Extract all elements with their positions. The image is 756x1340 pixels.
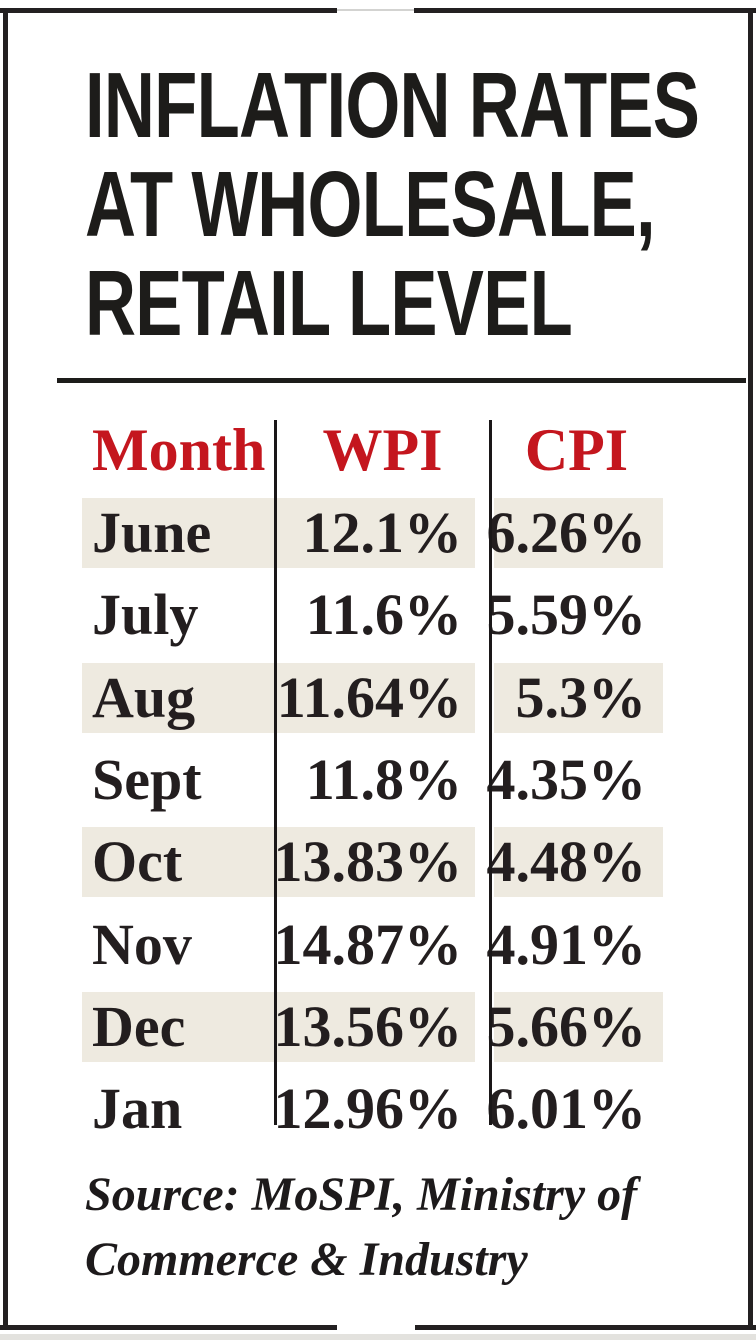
- column-header-cpi: CPI: [524, 417, 629, 483]
- table-row: Jan 12.96% 6.01%: [0, 1074, 756, 1144]
- cpi-cell: 5.59%: [486, 582, 647, 647]
- wpi-cell: 11.8%: [305, 747, 462, 812]
- title-line-1: INFLATION RATES: [85, 53, 700, 157]
- table-row: Oct 13.83% 4.48%: [0, 827, 756, 897]
- title-line-3: RETAIL LEVEL: [85, 251, 573, 355]
- cpi-cell: 4.48%: [486, 829, 647, 894]
- month-cell: June: [92, 500, 212, 565]
- table-row: Sept 11.8% 4.35%: [0, 745, 756, 815]
- column-header-month: Month: [92, 417, 266, 483]
- cpi-cell: 4.91%: [486, 912, 647, 977]
- row-stripe: [82, 992, 475, 1062]
- column-divider-wpi-cpi: [489, 420, 492, 1125]
- row-stripe: [494, 498, 663, 568]
- row-stripe: [82, 663, 475, 733]
- table-row: Dec 13.56% 5.66%: [0, 992, 756, 1062]
- month-cell: July: [92, 582, 199, 647]
- wpi-cell: 12.1%: [302, 500, 463, 565]
- wpi-cell: 14.87%: [273, 912, 463, 977]
- top-border-gap-line: [337, 9, 414, 11]
- month-cell: Dec: [92, 994, 186, 1059]
- table-row: Nov 14.87% 4.91%: [0, 910, 756, 980]
- title-divider-rule: [57, 378, 746, 383]
- wpi-cell: 12.96%: [273, 1076, 463, 1141]
- row-stripe: [494, 663, 663, 733]
- wpi-cell: 13.83%: [273, 829, 463, 894]
- bottom-border-gap: [337, 1325, 415, 1330]
- wpi-cell: 13.56%: [273, 994, 463, 1059]
- page-title: INFLATION RATES AT WHOLESALE, RETAIL LEV…: [85, 53, 700, 355]
- row-stripe: [494, 992, 663, 1062]
- cpi-cell: 6.01%: [486, 1076, 647, 1141]
- cpi-cell: 4.35%: [486, 747, 647, 812]
- table-row: June 12.1% 6.26%: [0, 498, 756, 568]
- wpi-cell: 11.64%: [276, 665, 462, 730]
- table-row: Aug 11.64% 5.3%: [0, 663, 756, 733]
- month-cell: Jan: [92, 1076, 183, 1141]
- row-stripe: [494, 827, 663, 897]
- source-line-2: Commerce & Industry: [85, 1233, 528, 1286]
- cpi-cell: 5.3%: [515, 665, 647, 730]
- right-border: [748, 8, 753, 1330]
- source-note: Source: MoSPI, Ministry of Commerce & In…: [85, 1162, 637, 1292]
- month-cell: Oct: [92, 829, 183, 894]
- cpi-cell: 6.26%: [486, 500, 647, 565]
- left-border: [3, 8, 8, 1330]
- row-stripe: [82, 498, 475, 568]
- table-row: July 11.6% 5.59%: [0, 580, 756, 650]
- table-header-row: Month WPI CPI: [0, 414, 756, 486]
- month-cell: Aug: [92, 665, 196, 730]
- source-line-1: Source: MoSPI, Ministry of: [85, 1168, 638, 1221]
- bottom-gray-strip: [0, 1334, 756, 1340]
- month-cell: Sept: [92, 747, 202, 812]
- wpi-cell: 11.6%: [305, 582, 462, 647]
- column-divider-month-wpi: [274, 420, 277, 1125]
- title-line-2: AT WHOLESALE,: [85, 152, 656, 256]
- month-cell: Nov: [92, 912, 192, 977]
- cpi-cell: 5.66%: [486, 994, 647, 1059]
- column-header-wpi: WPI: [322, 417, 443, 483]
- row-stripe: [82, 827, 475, 897]
